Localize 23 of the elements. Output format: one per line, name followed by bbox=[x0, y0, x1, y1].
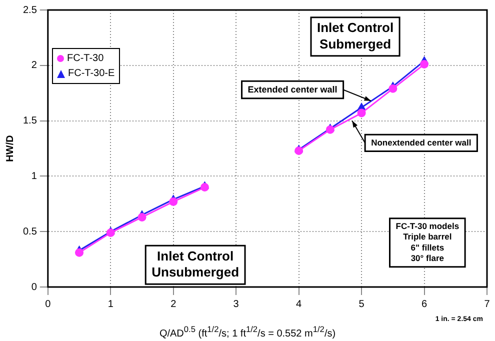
y-tick-label: 1.5 bbox=[22, 116, 38, 127]
annotation: Nonextended center wall bbox=[371, 137, 472, 148]
x-tick-label: 7 bbox=[484, 298, 490, 310]
x-tick-label: 0 bbox=[45, 298, 52, 310]
annotation: FC-T-30 models Triple barrel 6" fillets 30° flare bbox=[396, 221, 460, 263]
x-tick-label: 2 bbox=[170, 298, 177, 310]
x-tick-label: 6 bbox=[421, 298, 428, 310]
text: Q/AD$^{0.5}$ (ft$^{1/2}$/s; 1 ft$^{1/2}$/s = 0.552 m$^{1/2}$/s) bbox=[159, 324, 336, 340]
legend-label: FC-T-30-E bbox=[68, 67, 115, 81]
x-tick-label: 5 bbox=[358, 298, 365, 310]
annotation: Inlet Control Unsubmerged bbox=[152, 248, 240, 280]
y-tick-label: 1 bbox=[31, 170, 38, 182]
y-tick-label: 2.5 bbox=[22, 4, 38, 16]
y-tick-label: 0.5 bbox=[22, 226, 38, 238]
annotation: Extended center wall bbox=[248, 84, 338, 94]
annotation: Inlet Control Submerged bbox=[316, 20, 394, 52]
x-tick-label: 3 bbox=[233, 298, 240, 310]
y-axis-title: HW/D bbox=[4, 135, 16, 162]
y-tick-label: 0 bbox=[31, 282, 38, 293]
x-tick-label: 1 bbox=[108, 298, 114, 310]
x-tick-label: 4 bbox=[296, 298, 302, 310]
legend-label: FC-T-30 bbox=[67, 52, 104, 66]
y-tick-label: 2 bbox=[31, 60, 38, 72]
